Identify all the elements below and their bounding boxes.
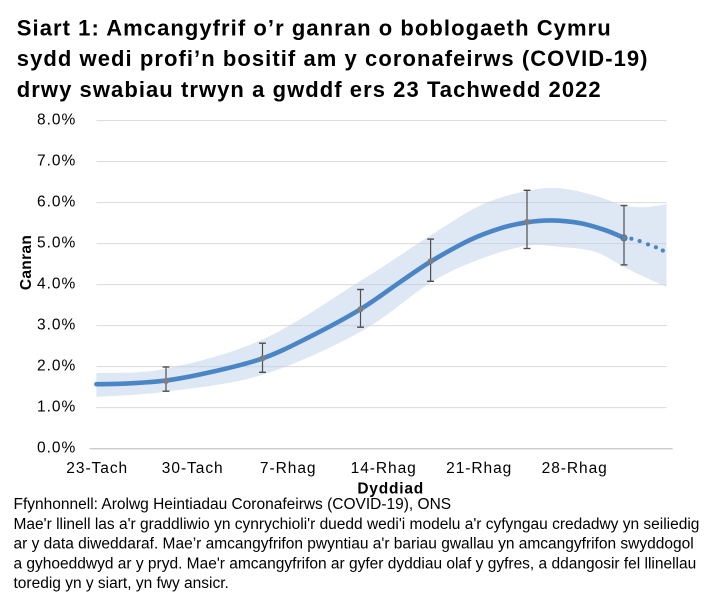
- svg-text:28-Rhag: 28-Rhag: [542, 460, 608, 477]
- svg-text:Canran: Canran: [18, 235, 35, 290]
- svg-text:14-Rhag: 14-Rhag: [351, 460, 417, 477]
- svg-text:3.0%: 3.0%: [37, 317, 76, 334]
- svg-text:7-Rhag: 7-Rhag: [260, 460, 317, 477]
- svg-text:5.0%: 5.0%: [37, 235, 76, 252]
- svg-text:2.0%: 2.0%: [37, 358, 76, 375]
- svg-text:Siart 1: Amcangyfrif o’r ganra: Siart 1: Amcangyfrif o’r ganran o boblog…: [17, 15, 612, 40]
- svg-text:4.0%: 4.0%: [37, 276, 76, 293]
- svg-text:8.0%: 8.0%: [37, 112, 76, 129]
- svg-text:21-Rhag: 21-Rhag: [446, 460, 512, 477]
- svg-text:toredig yn y siart, yn fwy ans: toredig yn y siart, yn fwy ansicr.: [14, 575, 229, 592]
- svg-text:sydd wedi profi’n bositif am y: sydd wedi profi’n bositif am y coronafei…: [17, 46, 649, 71]
- svg-text:a gyhoeddwyd ar y pryd. Mae'r: a gyhoeddwyd ar y pryd. Mae'r amcangyfri…: [14, 555, 697, 572]
- svg-text:0.0%: 0.0%: [37, 440, 76, 457]
- svg-text:1.0%: 1.0%: [37, 399, 76, 416]
- svg-text:Mae'r llinell las a'r graddliw: Mae'r llinell las a'r graddliwio yn cynr…: [14, 516, 700, 533]
- svg-text:ar y data diweddaraf. Mae’r am: ar y data diweddaraf. Mae’r amcangyfrifo…: [14, 536, 694, 553]
- svg-text:Dyddiad: Dyddiad: [357, 481, 424, 498]
- svg-text:7.0%: 7.0%: [37, 153, 76, 170]
- svg-text:6.0%: 6.0%: [37, 194, 76, 211]
- svg-text:drwy swabiau trwyn a gwddf ers: drwy swabiau trwyn a gwddf ers 23 Tachwe…: [17, 77, 602, 102]
- svg-text:23-Tach: 23-Tach: [66, 460, 128, 477]
- svg-text:Ffynhonnell: Arolwg Heintiadau: Ffynhonnell: Arolwg Heintiadau Coronafei…: [14, 496, 452, 513]
- svg-text:30-Tach: 30-Tach: [162, 460, 224, 477]
